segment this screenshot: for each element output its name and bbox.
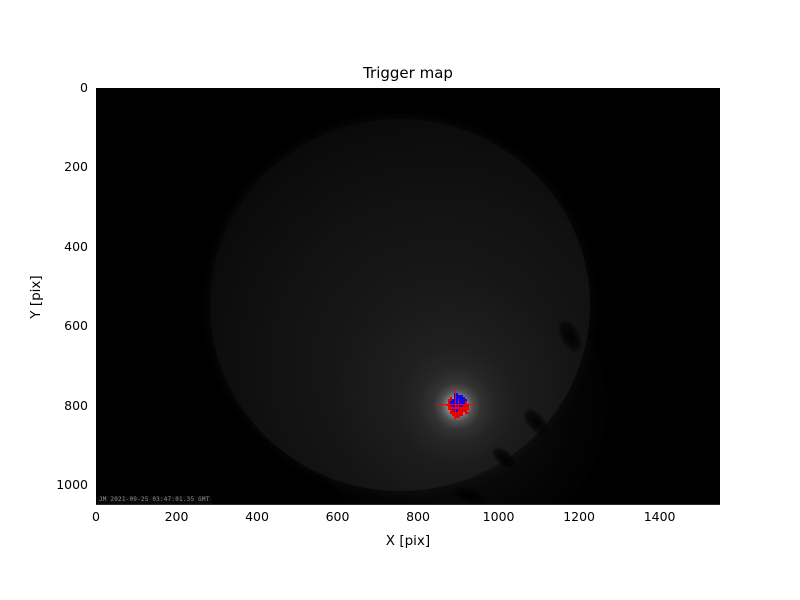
crosshair-vertical-line: [454, 389, 457, 420]
triggered-pixel-blue: [456, 395, 459, 398]
triggered-pixel-blue: [460, 397, 463, 400]
y-tick-label: 200: [64, 159, 88, 175]
triggered-pixel-red: [456, 414, 459, 417]
triggered-pixel-blue: [464, 399, 467, 402]
triggered-pixel-red: [447, 401, 450, 404]
camera-image-axes: JM 2021-09-25 03:47:01.35 GMT: [96, 88, 720, 505]
triggered-pixel-red: [458, 412, 461, 415]
triggered-pixel-blue: [462, 397, 465, 400]
triggered-pixel-red: [450, 407, 453, 410]
triggered-pixel-red: [466, 412, 469, 415]
triggered-pixel-blue: [456, 399, 459, 402]
triggered-pixel-blue: [460, 401, 463, 404]
triggered-pixel-red: [458, 409, 461, 413]
triggered-pixel-red: [452, 409, 455, 413]
lens-rim-blotch: [227, 419, 257, 447]
triggered-pixel-blue: [452, 401, 455, 404]
triggered-pixel-red: [450, 399, 453, 402]
triggered-pixel-red: [466, 405, 469, 408]
triggered-pixel-red: [456, 412, 459, 415]
triggered-pixel-red: [450, 412, 453, 415]
y-tick-label: 0: [80, 80, 88, 95]
triggered-pixel-blue: [458, 397, 461, 400]
y-tick-label: 800: [64, 397, 88, 413]
triggered-pixel-blue: [456, 405, 459, 408]
image-bottom-edge: [96, 504, 720, 505]
x-tick-label: 0: [92, 509, 100, 524]
triggered-pixel-red: [452, 412, 455, 415]
triggered-pixel-blue: [452, 405, 455, 408]
triggered-pixel-red: [466, 407, 469, 410]
timestamp-watermark: JM 2021-09-25 03:47:01.35 GMT: [97, 496, 212, 504]
triggered-pixel-blue: [452, 399, 455, 402]
triggered-pixel-red: [452, 414, 455, 417]
triggered-pixel-red: [464, 401, 467, 404]
triggered-pixel-blue: [456, 407, 459, 410]
triggered-pixel-blue: [458, 401, 461, 404]
x-tick-label: 800: [406, 509, 430, 524]
triggered-pixel-blue: [462, 399, 465, 402]
x-tick-label: 600: [325, 509, 350, 524]
triggered-pixel-red: [447, 407, 450, 410]
triggered-pixel-blue: [456, 401, 459, 404]
triggered-pixel-blue: [456, 393, 459, 396]
triggered-pixel-blue: [456, 409, 459, 413]
triggered-pixel-red: [464, 407, 467, 410]
triggered-pixel-red: [462, 409, 465, 413]
x-tick-label: 400: [245, 509, 269, 524]
x-tick-label: 200: [164, 509, 189, 524]
triggered-pixel-red: [460, 409, 463, 413]
triggered-pixel-red: [462, 407, 465, 410]
triggered-pixel-blue: [458, 399, 461, 402]
triggered-pixel-red: [462, 405, 465, 408]
triggered-pixel-red: [450, 409, 453, 413]
triggered-pixel-blue: [452, 407, 455, 410]
y-axis-label: Y [pix]: [28, 275, 44, 319]
triggered-pixel-blue: [462, 401, 465, 404]
triggered-pixel-blue: [456, 397, 459, 400]
y-tick-label: 600: [64, 318, 88, 334]
x-tick-label: 1000: [482, 509, 515, 524]
triggered-pixel-blue: [460, 395, 463, 398]
y-tick-label: 1000: [56, 477, 88, 493]
y-tick-label: 400: [64, 238, 88, 254]
triggered-pixel-blue: [460, 399, 463, 402]
triggered-pixel-red: [450, 397, 453, 400]
triggered-pixel-red: [458, 416, 461, 419]
plot-title: Trigger map: [363, 64, 453, 82]
triggered-pixel-red: [464, 409, 467, 413]
x-tick-label: 1400: [643, 509, 676, 524]
triggered-pixel-blue: [450, 401, 453, 404]
triggered-pixel-red: [460, 414, 463, 417]
triggered-pixel-blue: [458, 407, 461, 410]
x-axis-label: X [pix]: [385, 533, 431, 549]
triggered-pixel-red: [464, 412, 467, 415]
triggered-pixel-red: [458, 414, 461, 417]
triggered-pixel-red: [460, 412, 463, 415]
triggered-pixel-blue: [458, 405, 461, 408]
triggered-pixel-red: [447, 405, 450, 408]
crosshair-vertical-line: [458, 399, 460, 417]
triggered-pixel-red: [464, 405, 467, 408]
triggered-pixel-red: [450, 405, 453, 408]
triggered-pixel-blue: [458, 395, 461, 398]
triggered-pixel-red: [447, 399, 450, 402]
triggered-pixel-blue: [460, 405, 463, 408]
triggered-pixel-red: [460, 407, 463, 410]
triggered-pixel-red: [456, 416, 459, 419]
x-tick-label: 1200: [563, 509, 595, 524]
